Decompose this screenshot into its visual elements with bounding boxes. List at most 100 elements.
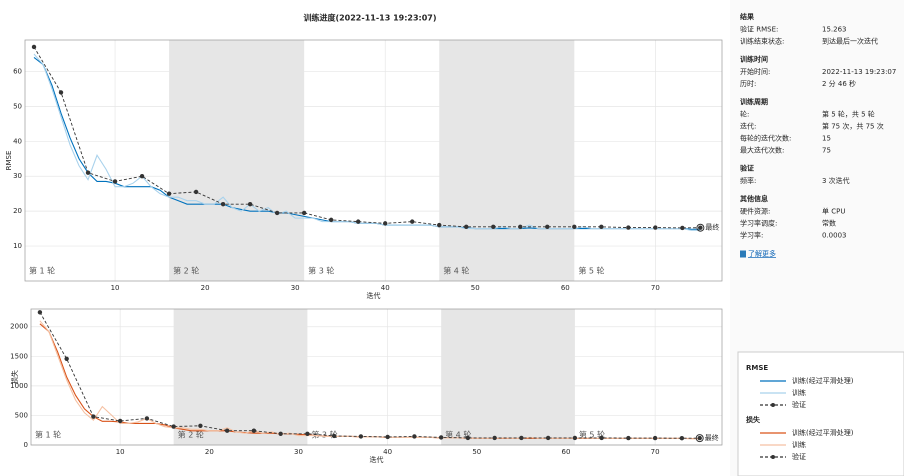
validation-point	[224, 428, 230, 433]
y-tick-label: 1500	[10, 352, 28, 360]
learn-more-link[interactable]: 了解更多	[748, 249, 776, 258]
epoch-label: 第 3 轮	[308, 266, 334, 276]
validation-point	[572, 435, 578, 441]
y-tick-label: 20	[13, 207, 22, 215]
validation-point	[698, 225, 703, 230]
info-value: 3 次迭代	[822, 176, 850, 185]
validation-point	[301, 210, 307, 216]
validation-point	[518, 224, 523, 230]
legend-entry: 训练	[792, 440, 806, 449]
validation-point	[653, 225, 658, 230]
validation-point	[492, 435, 497, 441]
info-value: 75	[822, 147, 831, 155]
info-value: 单 CPU	[822, 207, 845, 216]
validation-point	[599, 224, 604, 230]
y-tick-label: 60	[13, 67, 22, 75]
x-tick-label: 70	[651, 284, 660, 292]
x-tick-label: 50	[472, 448, 481, 456]
info-value: 第 75 次，共 75 次	[822, 122, 884, 131]
epoch-label: 第 1 轮	[29, 266, 55, 276]
validation-point	[166, 191, 172, 196]
series-line	[33, 53, 701, 231]
info-label: 硬件资源:	[740, 207, 770, 216]
validation-point	[112, 179, 118, 184]
validation-point	[697, 435, 702, 441]
info-icon	[740, 250, 746, 258]
series-line	[39, 312, 700, 439]
info-label: 开始时间:	[740, 67, 770, 76]
validation-point	[599, 435, 604, 441]
validation-point	[680, 225, 685, 231]
epoch-label: 第 2 轮	[178, 430, 204, 440]
validation-point	[247, 201, 253, 207]
validation-point	[519, 435, 524, 441]
info-label: 最大迭代次数:	[740, 146, 784, 155]
x-tick-label: 70	[651, 448, 660, 456]
validation-point	[358, 434, 364, 439]
validation-point	[464, 224, 469, 230]
validation-point	[626, 435, 631, 441]
y-tick-label: 10	[13, 242, 22, 250]
validation-point	[198, 423, 203, 428]
validation-point	[545, 435, 551, 441]
x-tick-label: 20	[201, 284, 210, 292]
y-tick-label: 2000	[10, 323, 28, 331]
info-value: 2022-11-13 19:23:07	[822, 68, 896, 76]
epoch-shade	[169, 40, 305, 281]
legend-entry: 训练(经过平滑处理)	[792, 428, 854, 437]
legend-title: 损失	[746, 415, 761, 424]
x-tick-label: 40	[383, 448, 392, 456]
validation-point	[31, 44, 37, 50]
plot-area-bg	[0, 0, 730, 476]
info-value: 常数	[822, 219, 836, 228]
info-value: 15.263	[822, 26, 847, 34]
epoch-label: 第 4 轮	[443, 266, 469, 276]
validation-point	[465, 435, 471, 441]
x-axis-label: 迭代	[370, 455, 384, 464]
info-label: 每轮的迭代次数:	[740, 134, 791, 143]
section-heading: 验证	[740, 164, 754, 173]
y-tick-label: 0	[24, 441, 28, 449]
info-label: 频率:	[740, 176, 756, 185]
validation-point	[679, 436, 685, 441]
x-tick-label: 60	[561, 284, 570, 292]
legend-dot	[771, 403, 775, 407]
validation-point	[412, 434, 417, 439]
info-value: 到达最后一次迭代	[822, 37, 878, 46]
validation-point	[58, 90, 64, 95]
axes-frame	[30, 308, 723, 446]
legend-dot	[771, 455, 775, 459]
validation-point	[331, 433, 337, 439]
validation-point	[193, 189, 199, 195]
axes-frame	[24, 39, 723, 282]
section-heading: 训练周期	[740, 97, 768, 106]
x-tick-label: 60	[562, 448, 571, 456]
validation-point	[545, 224, 550, 230]
validation-point	[139, 174, 145, 179]
epoch-shade	[173, 309, 308, 445]
validation-point	[491, 224, 496, 230]
validation-point	[385, 434, 390, 440]
validation-point	[85, 170, 91, 175]
final-label: 最终	[705, 433, 719, 442]
validation-point	[91, 414, 96, 419]
validation-point	[626, 225, 631, 230]
legend-entry: 验证	[792, 400, 806, 409]
info-label: 迭代:	[740, 122, 756, 131]
validation-point	[383, 221, 388, 226]
validation-point	[438, 435, 444, 440]
final-label: 最终	[705, 223, 719, 232]
validation-point	[117, 418, 123, 424]
legend-entry: 验证	[792, 452, 806, 461]
epoch-label: 第 1 轮	[35, 430, 61, 440]
section-heading: 训练时间	[740, 55, 768, 64]
final-marker	[695, 434, 704, 443]
y-axis-label: 损失	[10, 370, 19, 384]
validation-point	[251, 428, 257, 433]
validation-point	[64, 356, 69, 361]
x-tick-label: 50	[471, 284, 480, 292]
x-tick-label: 10	[116, 448, 125, 456]
validation-point	[437, 222, 442, 228]
